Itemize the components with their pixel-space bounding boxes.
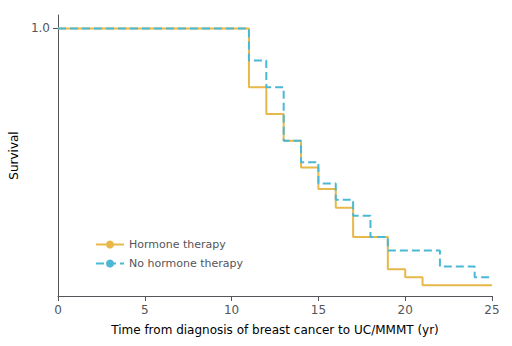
svg-text:15: 15 [311, 303, 326, 317]
svg-text:20: 20 [398, 303, 413, 317]
svg-text:Time from diagnosis of breast: Time from diagnosis of breast cancer to … [110, 323, 439, 337]
svg-text:5: 5 [141, 303, 149, 317]
svg-text:0: 0 [54, 303, 62, 317]
svg-text:1.0: 1.0 [31, 21, 50, 35]
svg-text:10: 10 [224, 303, 239, 317]
svg-text:Survival: Survival [7, 131, 21, 179]
svg-text:25: 25 [484, 303, 499, 317]
svg-text:Hormone therapy: Hormone therapy [129, 238, 226, 251]
svg-text:No hormone therapy: No hormone therapy [129, 257, 243, 270]
